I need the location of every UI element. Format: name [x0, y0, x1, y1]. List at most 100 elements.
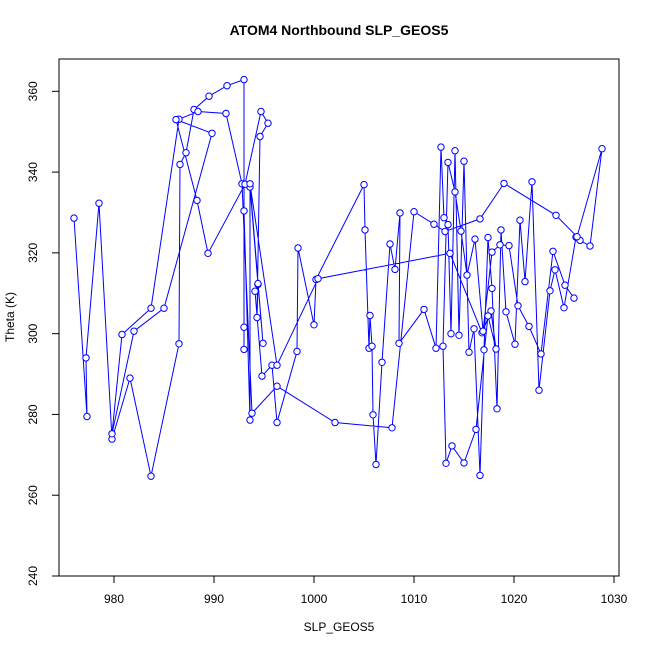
data-point	[246, 180, 254, 188]
data-point	[208, 129, 216, 138]
data-point	[410, 208, 418, 216]
data-point	[432, 344, 440, 352]
data-point	[514, 302, 522, 310]
data-point	[448, 442, 456, 450]
data-point	[258, 372, 266, 380]
data-point	[70, 214, 78, 222]
data-point	[204, 249, 212, 258]
data-point	[525, 322, 533, 331]
data-point	[561, 281, 569, 289]
data-point	[366, 311, 374, 320]
data-point	[147, 304, 155, 312]
data-point	[368, 342, 376, 350]
data-point	[193, 196, 201, 205]
data-point	[476, 215, 484, 223]
chart-title: ATOM4 Northbound SLP_GEOS5	[230, 22, 449, 38]
data-point	[246, 416, 254, 424]
data-point	[251, 287, 259, 295]
data-point	[395, 339, 403, 347]
data-point	[480, 346, 488, 354]
data-point	[172, 115, 180, 124]
data-point	[493, 405, 501, 413]
data-point	[451, 147, 459, 155]
data-point	[223, 82, 231, 90]
data-point	[500, 179, 508, 188]
data-point	[484, 233, 492, 242]
data-point	[391, 265, 399, 274]
data-point	[535, 386, 543, 394]
x-axis-label: SLP_GEOS5	[304, 620, 375, 634]
y-tick-label: 320	[26, 243, 40, 263]
data-point	[537, 350, 545, 358]
data-point	[444, 158, 452, 167]
data-point	[378, 358, 386, 366]
x-tick-label: 1020	[501, 592, 528, 606]
data-point	[176, 160, 184, 169]
data-point	[560, 304, 568, 312]
data-point	[570, 294, 578, 302]
series-points	[70, 75, 606, 480]
x-tick-label: 990	[204, 592, 224, 606]
y-tick-label: 340	[26, 162, 40, 182]
data-point	[182, 149, 190, 157]
data-point	[573, 233, 581, 241]
data-point	[497, 226, 505, 234]
y-tick-label: 260	[26, 485, 40, 505]
y-tick-label: 240	[26, 566, 40, 586]
data-point	[130, 327, 138, 335]
data-point	[460, 459, 468, 467]
data-point	[95, 199, 103, 207]
data-point	[440, 214, 448, 222]
x-tick-label: 1000	[301, 592, 328, 606]
data-point	[273, 361, 281, 369]
data-point	[240, 75, 248, 84]
data-point	[388, 424, 396, 432]
y-axis-label: Theta (K)	[3, 292, 17, 342]
data-point	[118, 330, 126, 339]
data-point	[386, 240, 394, 248]
data-point	[253, 313, 261, 322]
y-axis: 240 260 280 300 320 340 360	[26, 81, 60, 586]
data-point	[147, 472, 155, 480]
data-point	[205, 92, 213, 100]
data-point	[502, 308, 510, 316]
data-point	[396, 209, 404, 217]
x-tick-label: 1030	[601, 592, 628, 606]
data-point	[460, 157, 468, 165]
data-point	[175, 340, 183, 348]
data-point	[528, 178, 536, 186]
data-point	[505, 241, 513, 250]
data-point	[471, 235, 479, 243]
data-point	[470, 325, 478, 333]
data-point	[331, 418, 339, 427]
data-point	[264, 119, 272, 127]
data-point	[160, 304, 168, 312]
data-point	[240, 345, 248, 354]
x-tick-label: 980	[104, 592, 124, 606]
data-point	[441, 227, 449, 236]
data-point	[254, 279, 262, 288]
data-point	[551, 266, 559, 274]
data-point	[108, 430, 116, 438]
data-point	[549, 247, 557, 256]
data-point	[488, 284, 496, 293]
data-point	[488, 248, 496, 256]
data-point	[442, 459, 450, 467]
data-point	[420, 305, 428, 314]
data-point	[472, 425, 480, 434]
data-point	[194, 107, 202, 116]
data-point	[598, 145, 606, 153]
data-point	[437, 143, 445, 151]
data-point	[240, 207, 248, 215]
data-point	[521, 277, 529, 286]
data-point	[256, 132, 264, 141]
data-point	[455, 331, 463, 339]
data-point	[546, 287, 554, 295]
data-point	[248, 409, 256, 417]
data-point	[465, 348, 473, 356]
data-point	[492, 345, 500, 353]
data-point	[457, 227, 465, 235]
data-point	[293, 347, 301, 356]
x-axis: 980 990 1000 1010 1020 1030	[104, 575, 628, 606]
